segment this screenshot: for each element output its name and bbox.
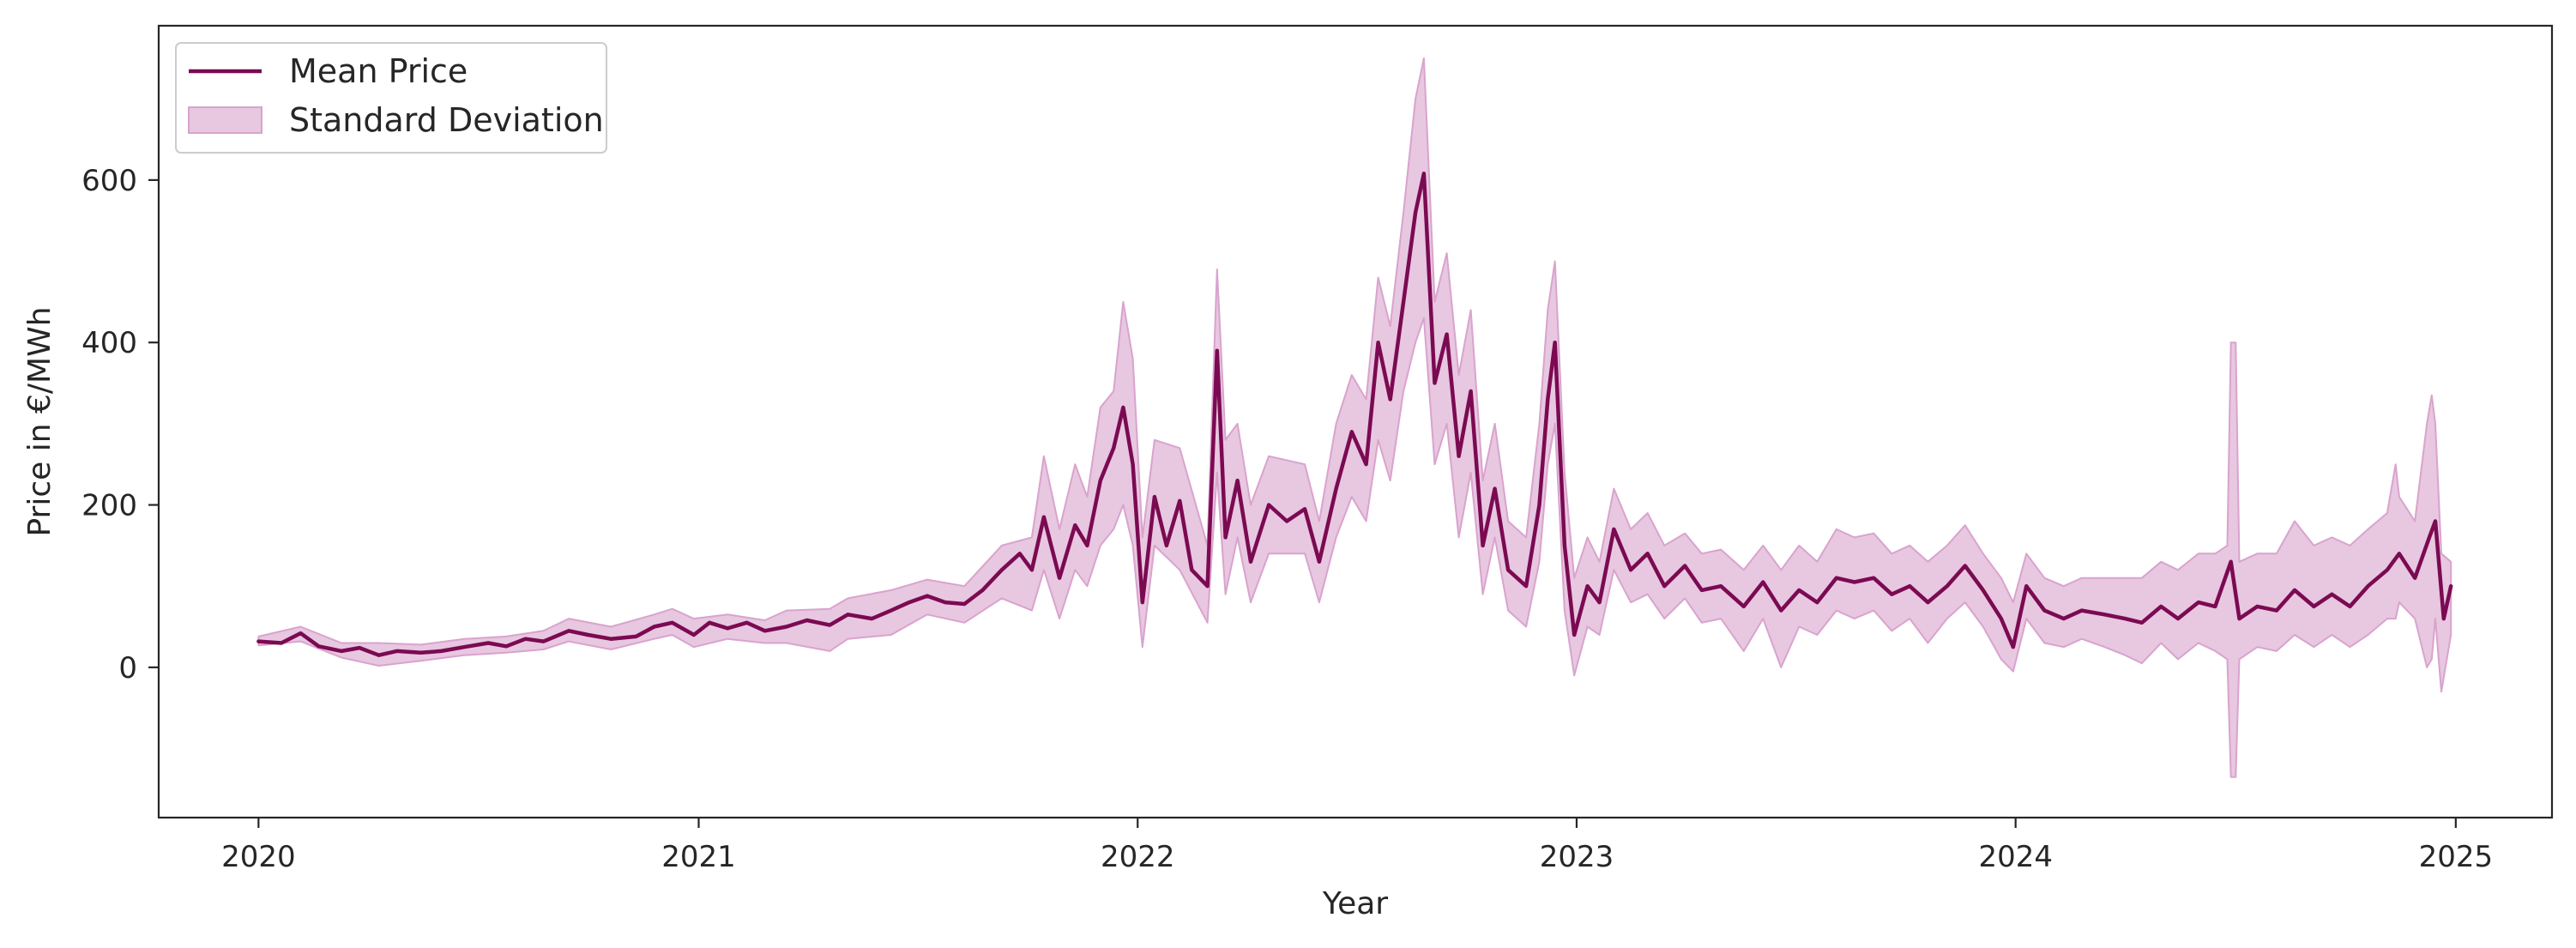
y-tick-label-600: 600 — [81, 164, 137, 198]
x-tick-label-2024: 2024 — [1978, 840, 2053, 874]
x-tick-label-2021: 2021 — [661, 840, 736, 874]
x-tick-label-2020: 2020 — [221, 840, 296, 874]
y-tick-label-200: 200 — [81, 489, 137, 523]
y-tick-label-400: 400 — [81, 326, 137, 360]
axes-frame — [157, 24, 2554, 819]
x-tick-label-2025: 2025 — [2419, 840, 2494, 874]
legend-label-mean-price: Mean Price — [289, 52, 468, 90]
x-axis-ticks: 2020 2021 2022 2023 2024 2025 — [221, 818, 2493, 874]
legend-box — [175, 42, 607, 154]
legend: Mean Price Standard Deviation — [175, 42, 607, 154]
y-axis-label: Price in €/MWh — [22, 306, 57, 536]
plot-area — [256, 57, 2453, 778]
legend-swatch-standard-deviation — [188, 106, 262, 134]
standard-deviation-band — [257, 57, 2452, 778]
x-axis-label: Year — [1322, 886, 1388, 921]
legend-label-standard-deviation: Standard Deviation — [289, 101, 604, 139]
x-tick-label-2023: 2023 — [1540, 840, 1614, 874]
y-tick-label-0: 0 — [118, 651, 137, 685]
mean-price-line — [256, 172, 2453, 657]
x-tick-label-2022: 2022 — [1101, 840, 1175, 874]
y-axis-ticks: 0 200 400 600 — [81, 164, 159, 685]
